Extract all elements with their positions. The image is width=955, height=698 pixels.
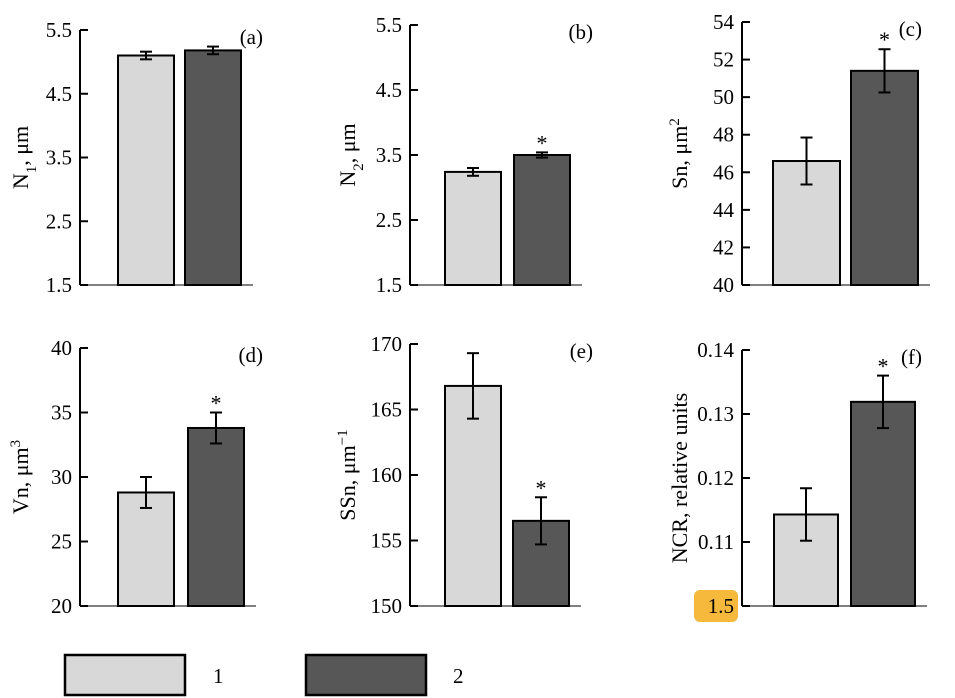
y-tick-label: 40 (713, 273, 734, 297)
chart-panel-1: 1.5 2.5 3.5 4.5 5.5 (a) N1, μm (8, 18, 263, 297)
bar-series-2 (187, 426, 245, 608)
y-tick-label: 54 (713, 10, 735, 34)
significance-star: * (878, 354, 889, 379)
chart-panel-6: 1.5 0.11 0.12 0.13 0.14 * (f) NCR, relative uni… (667, 338, 927, 622)
y-tick-label: 0.12 (697, 466, 734, 490)
y-tick-label: 2.5 (46, 209, 72, 233)
highlighted-tick-marker (694, 590, 738, 622)
y-axis-label: Vn, μm3 (8, 440, 33, 514)
bar-series-2 (850, 69, 919, 287)
significance-star: * (879, 27, 890, 52)
y-tick-label: 1.5 (46, 273, 72, 297)
panel-label: (c) (899, 17, 922, 41)
bar-series-2 (513, 154, 571, 286)
y-tick-label: 1.5 (708, 594, 734, 618)
y-axis-label: N2, μm (335, 123, 367, 186)
y-tick-label: 160 (371, 463, 403, 487)
y-tick-label: 0.14 (697, 338, 734, 362)
panel-label: (f) (901, 345, 922, 369)
y-tick-label: 50 (713, 85, 734, 109)
panel-label: (b) (569, 20, 594, 44)
y-tick-label: 2.5 (376, 208, 402, 232)
y-axis-label: N1, μm (8, 126, 40, 189)
legend-label-1: 1 (213, 664, 224, 688)
y-tick-label: 0.11 (698, 530, 734, 554)
y-tick-label: 165 (371, 398, 403, 422)
y-axis-label: SSn, μm−1 (335, 429, 360, 520)
y-tick-label: 1.5 (376, 273, 402, 297)
y-axis-label: Sn, μm2 (667, 118, 692, 189)
bar-series-1 (117, 54, 175, 286)
y-tick-label: 5.5 (46, 18, 72, 42)
y-tick-label: 42 (713, 235, 734, 259)
chart-panel-5: 150 155 160 165 170 * (e) SSn, μm−1 (335, 332, 593, 618)
panel-label: (d) (239, 343, 264, 367)
y-tick-label: 44 (713, 198, 735, 222)
legend-swatch-1 (63, 653, 187, 697)
y-tick-label: 170 (371, 332, 403, 356)
y-tick-label: 155 (371, 529, 403, 553)
significance-star: * (536, 475, 547, 500)
chart-panel-2: 1.5 2.5 3.5 4.5 5.5 * (b) N2, μm (335, 13, 593, 297)
y-tick-label: 40 (51, 336, 72, 360)
y-tick-label: 3.5 (46, 146, 72, 170)
y-tick-label: 35 (51, 401, 72, 425)
legend-swatch-2 (304, 653, 428, 697)
bar-series-2 (184, 49, 242, 287)
y-tick-label: 3.5 (376, 143, 402, 167)
y-tick-label: 46 (713, 160, 734, 184)
significance-star: * (537, 130, 548, 155)
chart-panel-4: 20 25 30 35 40 * (d) Vn, μm3 (8, 336, 263, 618)
bar-series-1 (117, 491, 175, 608)
legend-label-2: 2 (453, 664, 464, 688)
y-tick-label: 25 (51, 530, 72, 554)
panel-label: (e) (570, 339, 593, 363)
y-tick-label: 5.5 (376, 13, 402, 37)
significance-star: * (211, 391, 222, 416)
y-tick-label: 52 (713, 48, 734, 72)
y-tick-label: 48 (713, 123, 734, 147)
y-tick-label: 0.13 (697, 402, 734, 426)
y-tick-label: 30 (51, 465, 72, 489)
panel-label: (a) (240, 25, 263, 49)
y-tick-label: 150 (371, 594, 403, 618)
y-tick-label: 4.5 (46, 82, 72, 106)
y-tick-label: 20 (51, 594, 72, 618)
y-axis-label: NCR, relative units (667, 393, 692, 563)
chart-panel-3: 40 42 44 46 48 50 52 54 * (c) Sn, μm2 (667, 10, 930, 297)
bar-series-2 (850, 400, 916, 607)
y-tick-label: 4.5 (376, 78, 402, 102)
legend: 1 2 (63, 653, 464, 697)
bar-series-1 (444, 170, 502, 286)
